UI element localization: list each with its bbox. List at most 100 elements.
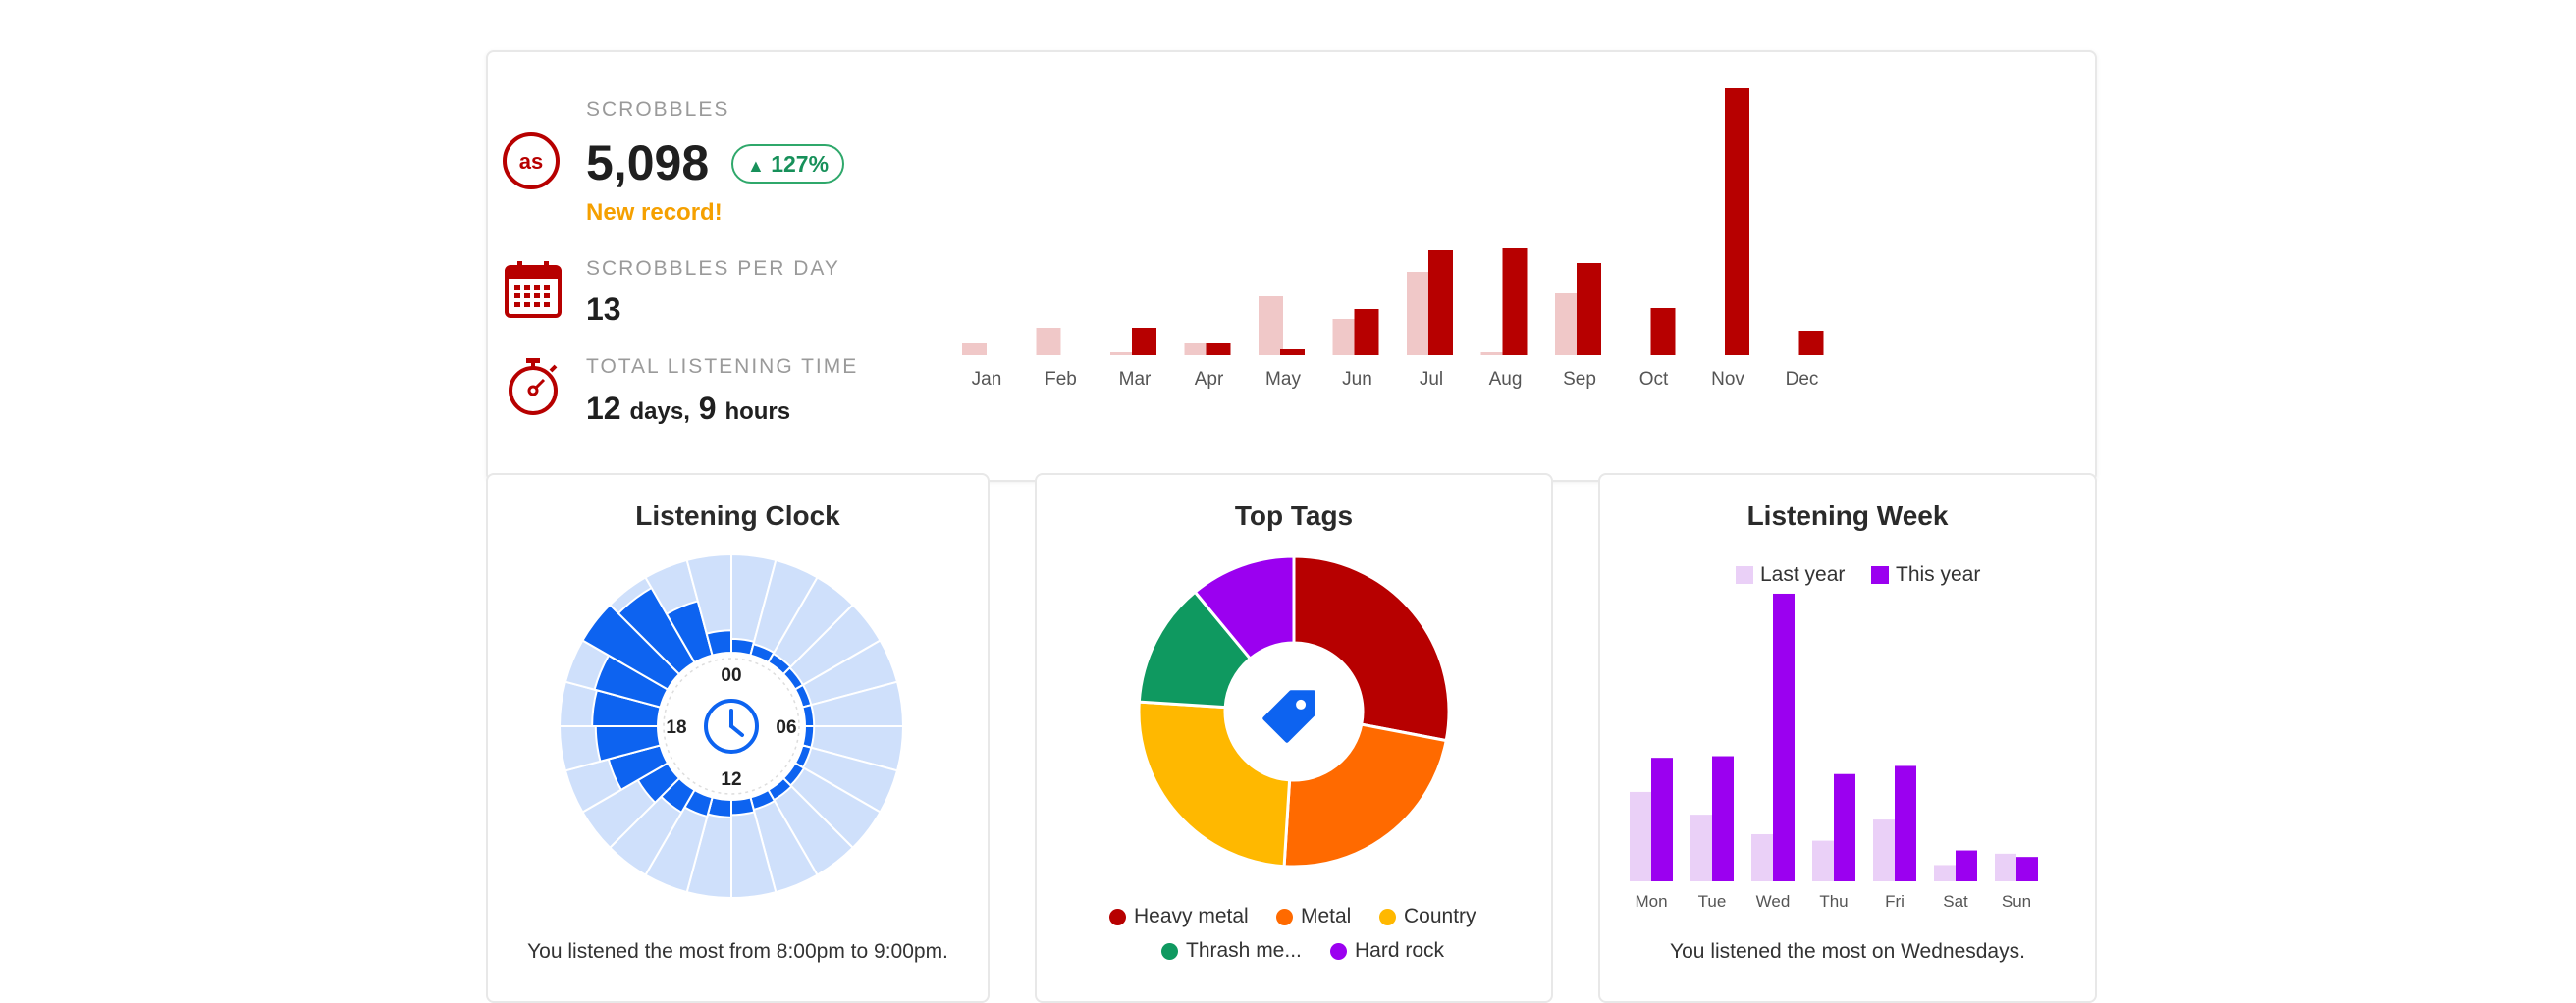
legend-dot [1109, 908, 1126, 925]
week-bar-this-year[interactable] [1895, 765, 1916, 881]
month-tick-label: Jun [1342, 369, 1372, 390]
month-bar-last-year[interactable] [1184, 343, 1209, 355]
week-tick-label: Wed [1756, 892, 1791, 911]
listening-clock-chart: 00 06 12 18 [558, 553, 905, 900]
legend-label: Heavy metal [1134, 905, 1249, 927]
month-tick-label: Feb [1045, 369, 1077, 390]
top-tags-chart [1137, 554, 1451, 869]
lastfm-icon: as [503, 132, 560, 189]
week-bar-last-year[interactable] [1995, 853, 2016, 881]
tag-slice[interactable] [1282, 722, 1448, 869]
week-tick-label: Mon [1635, 892, 1667, 911]
clock-hour-bar[interactable] [705, 629, 732, 657]
month-tick-label: Oct [1639, 369, 1669, 390]
week-bar-last-year[interactable] [1751, 833, 1773, 881]
clock-hour-label: 18 [666, 717, 686, 738]
month-tick-label: Nov [1711, 369, 1744, 390]
month-bar-last-year[interactable] [962, 343, 987, 355]
listening-days: 12 [586, 391, 621, 426]
tag-slice[interactable] [1292, 554, 1451, 743]
month-bar-this-year[interactable] [1428, 250, 1453, 355]
legend-label: Hard rock [1355, 939, 1445, 962]
scrobbles-label: SCROBBLES [586, 98, 730, 121]
tag-legend-item[interactable]: Thrash me... [1161, 939, 1302, 963]
month-bar-this-year[interactable] [1798, 331, 1824, 355]
month-bar-last-year[interactable] [1036, 328, 1061, 355]
clock-hour-bar[interactable] [801, 725, 816, 750]
week-bar-last-year[interactable] [1630, 791, 1651, 881]
week-bar-this-year[interactable] [1651, 758, 1673, 881]
month-tick-label: May [1265, 369, 1301, 390]
clock-hour-bar[interactable] [730, 796, 756, 817]
clock-hour-bar[interactable] [801, 703, 816, 727]
legend-swatch [1871, 566, 1889, 584]
listening-clock-title: Listening Clock [635, 501, 840, 531]
week-bar-this-year[interactable] [2016, 857, 2038, 881]
clock-hour-label: 00 [721, 665, 741, 686]
scrobbles-per-day-value: 13 [586, 291, 621, 327]
month-bar-this-year[interactable] [1502, 248, 1528, 355]
listening-days-unit: days, [629, 398, 690, 425]
month-bar-last-year[interactable] [1110, 352, 1135, 355]
month-tick-label: Jan [972, 369, 1002, 390]
legend-label: Thrash me... [1186, 939, 1302, 962]
clock-icon [704, 699, 759, 754]
month-bar-this-year[interactable] [1725, 88, 1749, 355]
scrobbles-change-badge: ▲ 127% [731, 144, 845, 184]
week-bar-last-year[interactable] [1812, 840, 1834, 881]
month-tick-label: Apr [1195, 369, 1224, 390]
week-bar-this-year[interactable] [1956, 850, 1977, 881]
week-bar-this-year[interactable] [1773, 593, 1795, 881]
week-legend-item[interactable]: This year [1871, 563, 1980, 587]
calendar-icon [505, 261, 562, 318]
week-tick-label: Sun [2002, 892, 2031, 911]
listening-time-value: 12 days, 9 hours [586, 391, 790, 427]
tag-slice[interactable] [1193, 554, 1296, 661]
tag-icon [1262, 690, 1315, 743]
week-bar-last-year[interactable] [1873, 819, 1895, 881]
scrobbles-stats-card [486, 50, 2097, 482]
listening-week-caption: You listened the most on Wednesdays. [1670, 940, 2025, 963]
legend-dot [1276, 908, 1293, 925]
tag-legend-item[interactable]: Country [1379, 905, 1476, 928]
svg-text:as: as [519, 149, 543, 174]
listening-time-label: TOTAL LISTENING TIME [586, 355, 859, 378]
tag-legend-item[interactable]: Heavy metal [1109, 905, 1249, 928]
month-bar-this-year[interactable] [1650, 308, 1676, 355]
tag-legend-item[interactable]: Hard rock [1330, 939, 1444, 963]
month-bar-this-year[interactable] [1206, 343, 1231, 355]
week-bar-last-year[interactable] [1934, 865, 1956, 881]
listening-week-title: Listening Week [1746, 501, 1949, 531]
month-tick-label: Dec [1786, 369, 1819, 390]
month-bar-this-year[interactable] [1354, 309, 1379, 355]
week-legend-item[interactable]: Last year [1736, 563, 1845, 587]
listening-hours-unit: hours [724, 398, 791, 425]
listening-hours: 9 [698, 391, 717, 426]
week-bar-last-year[interactable] [1690, 815, 1712, 881]
month-bar-this-year[interactable] [1132, 328, 1156, 355]
week-bar-this-year[interactable] [1712, 756, 1734, 881]
month-bar-last-year[interactable] [1407, 272, 1431, 355]
stopwatch-icon [509, 358, 558, 415]
week-tick-label: Sat [1943, 892, 1968, 911]
legend-dot [1379, 908, 1396, 925]
week-tick-label: Fri [1885, 892, 1905, 911]
monthly-scrobbles-chart: Jan Feb Mar Apr May Jun Jul Aug Sep Oct Nov Dec [962, 88, 1824, 390]
month-bar-last-year[interactable] [1259, 296, 1283, 355]
legend-label: Last year [1760, 563, 1846, 586]
legend-dot [1330, 942, 1347, 960]
scrobbles-per-day-label: SCROBBLES PER DAY [586, 257, 840, 280]
month-bar-this-year[interactable] [1280, 349, 1305, 355]
top-tags-title: Top Tags [1234, 501, 1354, 531]
clock-dial [663, 658, 800, 795]
week-bar-this-year[interactable] [1834, 773, 1855, 881]
tag-slice[interactable] [1137, 700, 1292, 869]
tag-legend-item[interactable]: Metal [1276, 905, 1351, 928]
month-bar-this-year[interactable] [1577, 263, 1601, 355]
scrobbles-change-value: 127% [771, 151, 830, 177]
month-bar-last-year[interactable] [1480, 352, 1506, 355]
month-bar-last-year[interactable] [1555, 293, 1580, 355]
month-bar-last-year[interactable] [1332, 319, 1358, 355]
legend-dot [1161, 942, 1178, 960]
triangle-up-icon: ▲ [747, 156, 765, 176]
